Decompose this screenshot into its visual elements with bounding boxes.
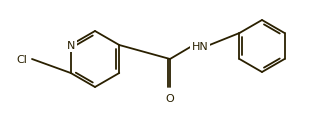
Text: Cl: Cl [16,54,28,64]
Text: N: N [67,41,75,51]
Text: HN: HN [191,42,208,52]
Text: O: O [165,93,174,103]
